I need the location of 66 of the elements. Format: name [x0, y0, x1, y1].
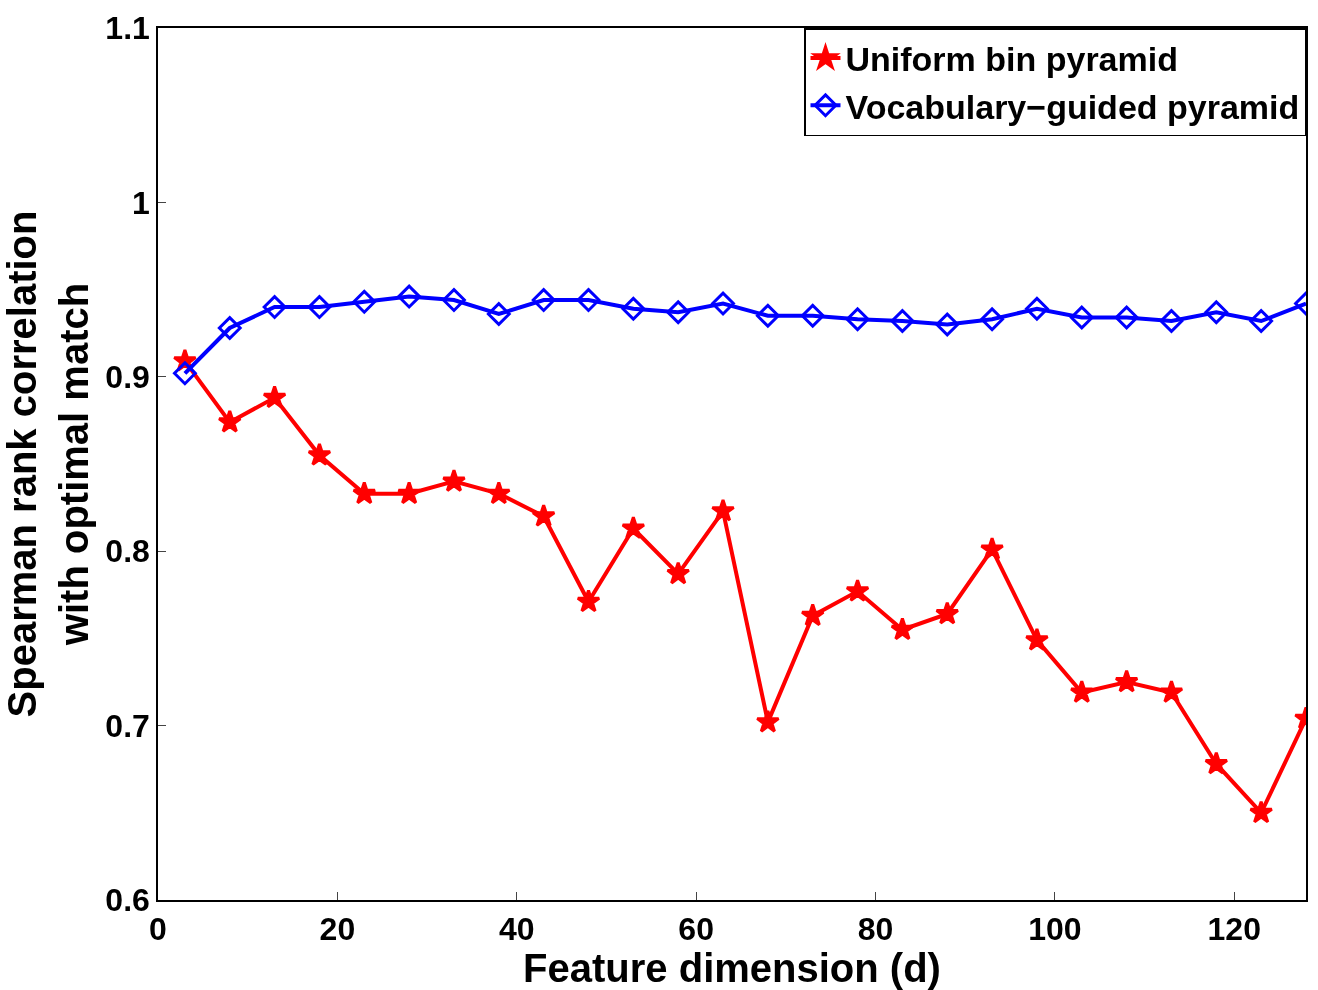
x-tick-label: 100	[1028, 911, 1082, 948]
x-tick-label: 0	[149, 911, 167, 948]
point	[1249, 309, 1274, 333]
point	[666, 300, 691, 325]
point	[1204, 751, 1229, 775]
x-tick-label: 60	[678, 911, 714, 948]
point	[486, 480, 511, 505]
point	[755, 709, 781, 733]
y-tick-label: 1	[132, 184, 150, 221]
point	[486, 302, 511, 326]
point	[1159, 309, 1184, 333]
point	[576, 589, 601, 613]
point	[1114, 669, 1139, 693]
point	[442, 288, 466, 312]
x-tick-label: 80	[857, 911, 894, 948]
point	[262, 385, 287, 409]
point	[980, 307, 1004, 332]
point	[397, 284, 422, 309]
point	[1114, 305, 1139, 330]
point	[755, 303, 780, 328]
point	[1025, 296, 1049, 321]
legend-label: Vocabulary−guided pyramid	[845, 87, 1300, 126]
x-tick-label: 120	[1207, 911, 1261, 948]
y-tick-label: 0.8	[105, 533, 150, 570]
point	[666, 561, 691, 585]
point	[441, 468, 467, 492]
point	[1249, 800, 1274, 824]
point	[1159, 679, 1184, 704]
y-tick-label: 0.9	[105, 359, 150, 395]
y-tick-label: 0.6	[105, 882, 150, 919]
point	[173, 361, 197, 386]
point	[1069, 305, 1094, 330]
y-axis-title: Spearman rank correlation with optimal match	[0, 210, 96, 718]
point	[711, 291, 735, 316]
point	[217, 316, 242, 340]
y-tick-label: 1.1	[105, 10, 150, 47]
point	[621, 515, 646, 540]
legend-label: Uniform bin pyramid	[845, 40, 1178, 79]
point	[621, 296, 646, 321]
x-tick-label: 40	[498, 911, 535, 948]
point	[710, 498, 736, 522]
point	[262, 295, 287, 319]
point	[1204, 300, 1229, 325]
point	[531, 288, 556, 312]
point	[800, 603, 825, 627]
point	[845, 578, 870, 602]
x-tick-label: 20	[319, 911, 356, 948]
point	[845, 307, 870, 332]
point	[352, 289, 377, 314]
point	[800, 303, 825, 328]
point	[396, 480, 422, 505]
x-axis-title: Feature dimension (d)	[523, 946, 941, 990]
point	[307, 295, 332, 319]
y-tick-label: 0.7	[105, 707, 150, 744]
point	[217, 409, 242, 433]
point	[352, 480, 377, 505]
point	[935, 312, 960, 337]
point	[979, 536, 1005, 561]
point	[531, 503, 556, 527]
point	[890, 309, 915, 333]
point	[1069, 679, 1094, 704]
point	[576, 288, 601, 312]
point	[307, 442, 332, 466]
point	[1024, 627, 1050, 651]
point	[890, 616, 915, 641]
point	[935, 601, 960, 625]
